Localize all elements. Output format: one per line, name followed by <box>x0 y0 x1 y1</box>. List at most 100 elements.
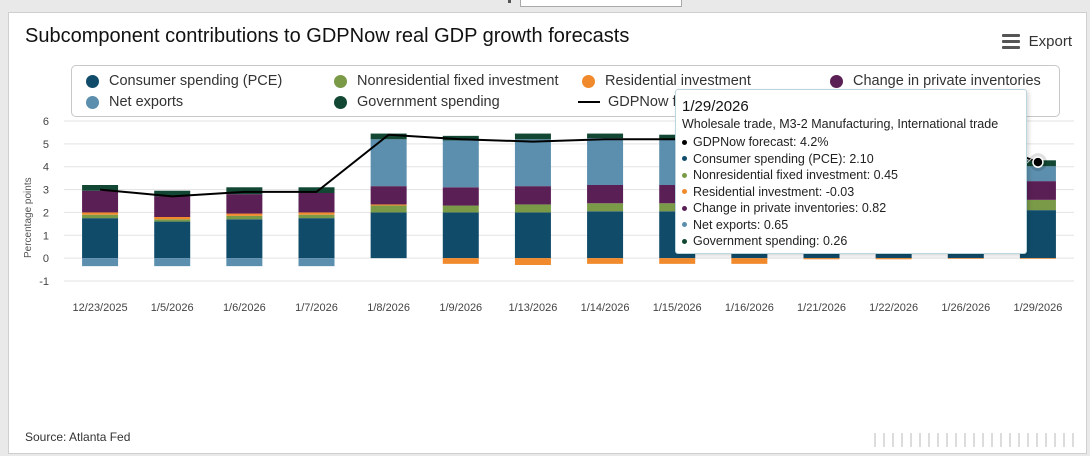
bar-segment <box>154 196 191 217</box>
x-tick-label: 1/29/2026 <box>1013 302 1062 314</box>
y-tick-label: 5 <box>43 139 49 151</box>
scroll-grip[interactable] <box>874 433 1074 447</box>
tooltip-bullet <box>682 156 687 162</box>
hamburger-icon <box>1001 31 1020 52</box>
bar-segment <box>514 186 551 205</box>
bar-segment <box>514 212 551 259</box>
bar-segment <box>731 258 768 264</box>
bar-segment <box>226 187 263 195</box>
bar-segment <box>226 215 263 220</box>
legend-swatch <box>86 74 99 88</box>
tooltip-bullet <box>682 172 687 178</box>
bar-segment <box>442 212 479 259</box>
source-note: Source: Atlanta Fed <box>25 430 131 444</box>
bar-segment <box>298 193 335 213</box>
tooltip-bullet <box>682 189 687 195</box>
bar-segment <box>370 139 407 187</box>
bar-segment <box>587 138 624 185</box>
legend-label: Consumer spending (PCE) <box>109 73 283 89</box>
bar-segment <box>1019 199 1056 211</box>
legend-item-nonres[interactable]: Nonresidential fixed investment <box>334 73 559 89</box>
tooltip-rows: GDPNow forecast: 4.2% Consumer spending (… <box>682 134 898 250</box>
tooltip-row-text: GDPNow forecast: 4.2% <box>693 135 829 150</box>
tooltip-row: GDPNow forecast: 4.2% <box>682 134 898 151</box>
top-marker <box>508 0 511 3</box>
legend-swatch <box>830 74 843 88</box>
legend-item-government[interactable]: Government spending <box>334 94 500 110</box>
y-tick-label: 0 <box>43 253 49 265</box>
bar-segment <box>947 258 984 259</box>
date-input[interactable] <box>520 0 682 7</box>
bar-segment <box>82 212 119 215</box>
x-tick-label: 1/21/2026 <box>797 302 846 314</box>
legend-swatch <box>86 95 99 109</box>
y-tick-label: 2 <box>43 207 49 219</box>
bar-segment <box>154 217 191 220</box>
bar-segment <box>442 187 479 206</box>
bar-segment <box>370 204 407 206</box>
chart-tooltip: 1/29/2026 Wholesale trade, M3-2 Manufact… <box>675 89 1027 254</box>
tooltip-row-text: Change in private inventories: 0.82 <box>693 201 887 216</box>
bar-segment <box>82 185 119 191</box>
x-tick-label: 1/8/2026 <box>367 302 410 314</box>
tooltip-date: 1/29/2026 <box>682 98 749 115</box>
bar-segment <box>514 139 551 187</box>
bar-segment <box>298 218 335 259</box>
bar-segment <box>370 186 407 205</box>
x-tick-label: 1/16/2026 <box>725 302 774 314</box>
bar-segment <box>370 212 407 259</box>
tooltip-row: Nonresidential fixed investment: 0.45 <box>682 167 898 184</box>
x-tick-label: 12/23/2025 <box>73 302 128 314</box>
top-strip <box>0 0 1090 12</box>
bar-segment <box>1019 181 1056 200</box>
tooltip-row: Consumer spending (PCE): 2.10 <box>682 151 898 168</box>
tooltip-row: Residential investment: -0.03 <box>682 184 898 201</box>
bar-segment <box>442 205 479 213</box>
y-tick-label: 4 <box>43 162 49 174</box>
export-label: Export <box>1028 33 1072 50</box>
x-tick-label: 1/13/2026 <box>508 302 557 314</box>
legend-label: Change in private inventories <box>853 73 1041 89</box>
bar-segment <box>82 218 119 259</box>
bar-segment <box>226 258 263 267</box>
tooltip-bullet <box>682 222 687 228</box>
tooltip-row: Net exports: 0.65 <box>682 217 898 234</box>
bar-segment <box>514 133 551 140</box>
bar-segment <box>298 212 335 215</box>
tooltip-row-text: Residential investment: -0.03 <box>693 184 855 199</box>
bar-segment <box>442 135 479 141</box>
export-button[interactable]: Export <box>1001 31 1072 52</box>
chart-legend: Consumer spending (PCE) Nonresidential f… <box>71 65 1060 117</box>
tooltip-bullet <box>682 139 687 145</box>
legend-swatch <box>334 95 347 109</box>
bar-segment <box>587 258 624 264</box>
bar-segment <box>514 204 551 213</box>
tooltip-row-text: Nonresidential fixed investment: 0.45 <box>693 168 898 183</box>
x-tick-label: 1/6/2026 <box>223 302 266 314</box>
legend-item-netexports[interactable]: Net exports <box>86 94 183 110</box>
bar-segment <box>226 194 263 214</box>
tooltip-row-text: Net exports: 0.65 <box>693 217 789 232</box>
bar-segment <box>154 221 191 259</box>
chart-title: Subcomponent contributions to GDPNow rea… <box>25 25 630 47</box>
legend-item-pce[interactable]: Consumer spending (PCE) <box>86 73 282 89</box>
x-tick-label: 1/26/2026 <box>941 302 990 314</box>
bar-segment <box>226 213 263 216</box>
legend-label: Net exports <box>109 94 184 110</box>
y-tick-label: 6 <box>43 116 49 128</box>
legend-item-inventories[interactable]: Change in private inventories <box>830 73 1041 89</box>
legend-label: Government spending <box>357 94 500 110</box>
bar-segment <box>370 205 407 213</box>
legend-swatch <box>582 74 595 88</box>
bar-segment <box>154 258 191 267</box>
x-tick-label: 1/14/2026 <box>581 302 630 314</box>
legend-label: Nonresidential fixed investment <box>357 73 559 89</box>
tooltip-row: Change in private inventories: 0.82 <box>682 200 898 217</box>
tooltip-bullet <box>682 205 687 211</box>
bar-segment <box>587 203 624 212</box>
legend-item-residential[interactable]: Residential investment <box>582 73 751 89</box>
bar-segment <box>1019 166 1056 182</box>
bar-segment <box>587 185 624 204</box>
bar-segment <box>659 258 696 264</box>
y-tick-label: 1 <box>43 230 49 242</box>
